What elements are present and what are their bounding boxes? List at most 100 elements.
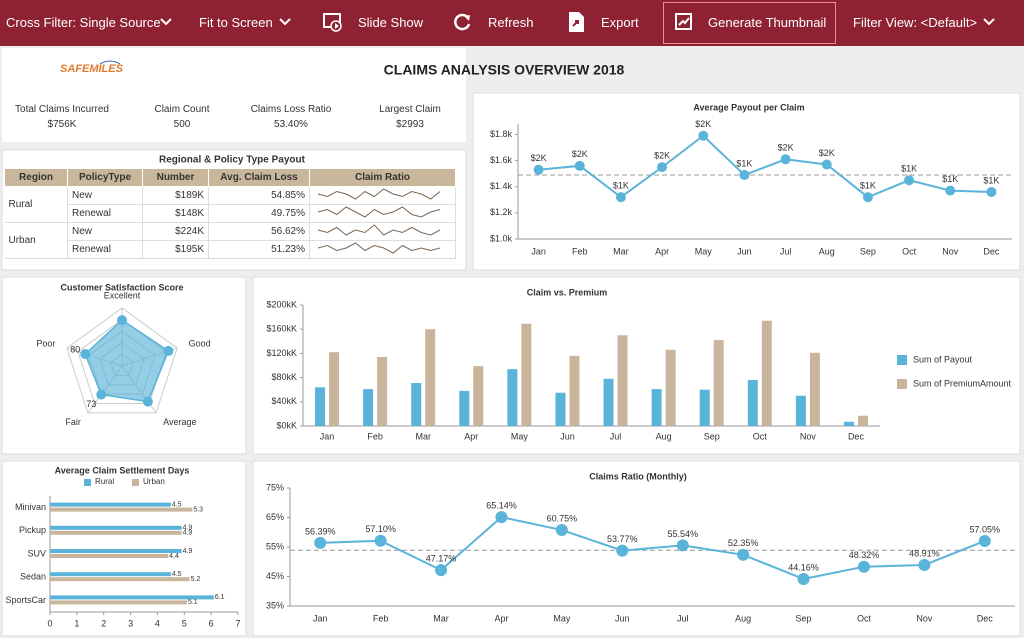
y-tick-label: $0kK (276, 420, 297, 430)
region-cell: Urban (4, 222, 68, 259)
x-tick-label: Apr (494, 613, 508, 623)
y-tick-label: $80kK (271, 372, 297, 382)
data-label: $1K (860, 181, 876, 191)
x-tick-label: Dec (848, 431, 865, 441)
chart-title: Customer Satisfaction Score (60, 282, 183, 292)
chevron (983, 18, 995, 26)
y-tick-label: SUV (27, 548, 46, 558)
data-label: 5.2 (191, 576, 201, 583)
bar (617, 335, 628, 426)
refresh-button[interactable]: Refresh (488, 15, 534, 30)
cross-filter-menu[interactable]: Cross Filter: Single Source (6, 15, 161, 30)
data-label: 5.1 (188, 599, 198, 606)
data-label: 57.05% (970, 524, 1001, 534)
bar (50, 554, 169, 558)
chart-title: Claim vs. Premium (527, 287, 608, 297)
data-label: 56.39% (305, 526, 336, 536)
y-tick-label: $40kK (271, 396, 297, 406)
x-tick-label: Dec (977, 613, 994, 623)
sparkline-path (317, 206, 441, 218)
refresh-icon (454, 13, 471, 31)
thumbnail-icon (675, 13, 692, 30)
sparkline-path (317, 242, 441, 254)
data-label: $2K (531, 153, 547, 163)
y-tick-label: Sedan (20, 572, 46, 582)
export-button[interactable]: Export (601, 15, 639, 30)
bar (603, 378, 614, 426)
chart-title: Average Payout per Claim (693, 102, 804, 112)
data-point (904, 175, 915, 186)
legend-swatch (84, 479, 91, 486)
data-label: $2K (778, 143, 794, 153)
data-label: 57.10% (365, 524, 396, 534)
data-label: $1K (983, 175, 999, 185)
x-tick-label: Mar (415, 431, 431, 441)
legend-label: Rural (95, 477, 114, 486)
generate-thumbnail-button[interactable]: Generate Thumbnail (708, 15, 827, 30)
data-label: 4.5 (172, 571, 182, 578)
bar (699, 389, 710, 426)
export-icon (569, 12, 584, 32)
y-tick-label: $160kK (266, 324, 297, 334)
data-label: 73 (86, 399, 96, 409)
x-tick-label: 6 (209, 618, 214, 628)
kpi-label: Claims Loss Ratio (250, 104, 332, 115)
cell: 56.62% (208, 222, 310, 241)
cell: 51.23% (208, 240, 310, 259)
radar-point (96, 389, 107, 400)
slide-show-button[interactable]: Slide Show (358, 15, 424, 30)
legend-swatch (897, 355, 907, 365)
x-tick-label: Aug (656, 431, 672, 441)
x-tick-label: Nov (916, 613, 933, 623)
x-tick-label: Apr (464, 431, 478, 441)
data-point (862, 192, 873, 203)
x-tick-label: May (553, 613, 571, 623)
column-header: PolicyType (67, 168, 143, 187)
x-tick-label: Jan (313, 613, 328, 623)
sparkline-path (317, 224, 441, 236)
data-point (780, 154, 791, 165)
x-tick-label: Oct (857, 613, 872, 623)
fit-to-screen-menu[interactable]: Fit to Screen (199, 15, 273, 30)
radar-ring (66, 307, 178, 414)
cell: $195K (142, 240, 209, 259)
sparkline-cell (309, 240, 456, 259)
bar (473, 366, 484, 426)
data-label: $2K (695, 119, 711, 129)
radar-point (163, 345, 174, 356)
cell: New (67, 186, 143, 205)
y-tick-label: $1.4k (490, 181, 513, 191)
x-tick-label: Jul (780, 246, 792, 256)
radar-axis-label: Good (189, 339, 211, 349)
bar (747, 380, 758, 426)
x-tick-label: Nov (800, 431, 817, 441)
legend-swatch (897, 379, 907, 389)
x-tick-label: Feb (373, 613, 389, 623)
sparkline-cell (309, 204, 456, 223)
y-tick-label: $1.8k (490, 129, 513, 139)
chart-title: Claims Ratio (Monthly) (589, 471, 687, 481)
x-tick-label: Feb (572, 246, 588, 256)
x-tick-label: Aug (819, 246, 835, 256)
radar-axis-label: Fair (65, 417, 81, 427)
slideshow-icon (323, 13, 342, 32)
x-tick-label: Dec (983, 246, 1000, 256)
bar (50, 502, 171, 507)
y-tick-label: SportsCar (5, 595, 46, 605)
x-tick-label: Nov (942, 246, 959, 256)
x-tick-label: Jun (560, 431, 575, 441)
data-point (821, 159, 832, 170)
y-tick-label: 65% (266, 512, 284, 522)
y-tick-label: 75% (266, 482, 284, 492)
bar (809, 352, 820, 426)
data-label: $1K (942, 174, 958, 184)
radar-axis-label: Excellent (104, 290, 141, 300)
chart-title: Average Claim Settlement Days (55, 465, 190, 475)
filter-view-menu[interactable]: Filter View: <Default> (853, 15, 978, 30)
radar-point (80, 349, 91, 360)
bar (761, 320, 772, 426)
data-point (314, 536, 327, 549)
kpi-value: $2993 (396, 119, 424, 130)
